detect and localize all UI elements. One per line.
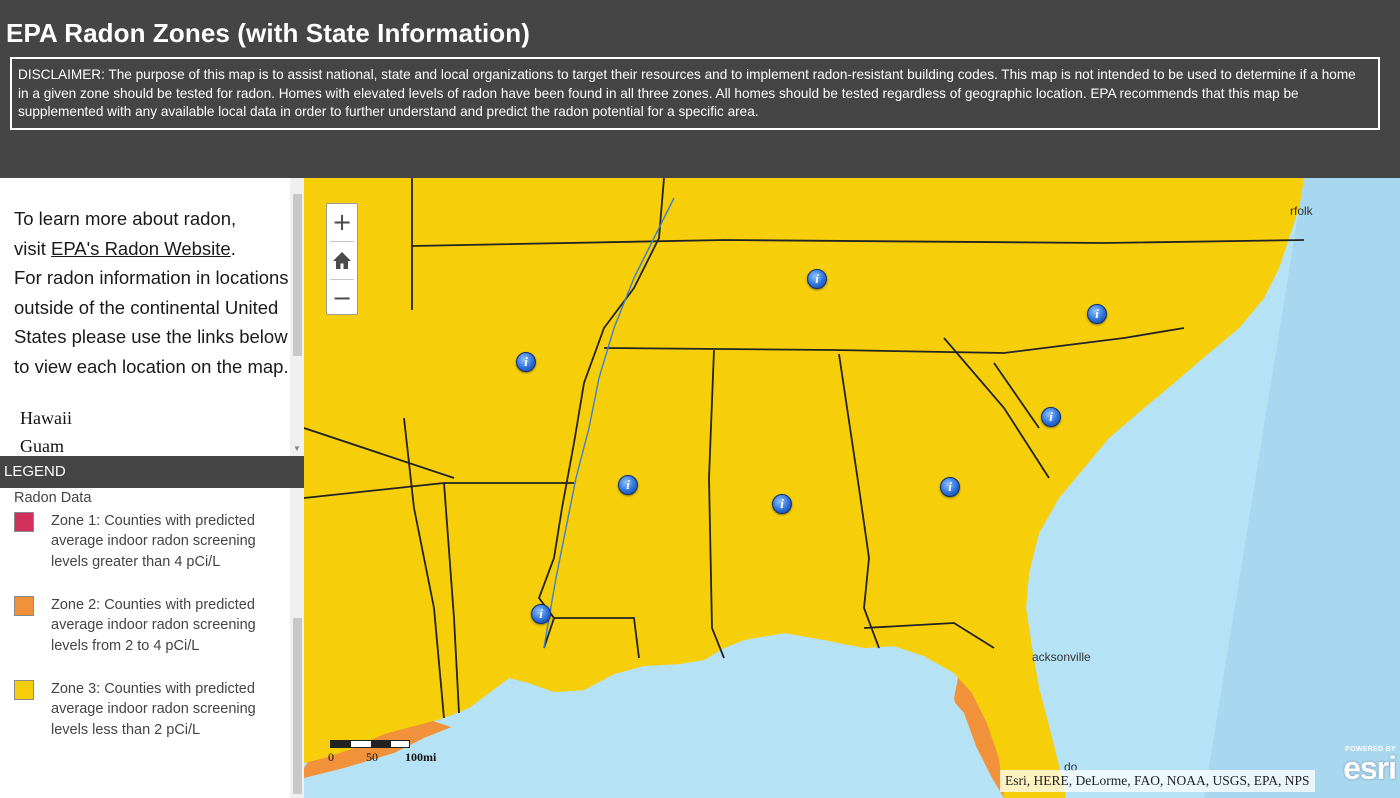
epa-radon-website-link[interactable]: EPA's Radon Website	[51, 237, 231, 259]
zoom-divider	[330, 279, 354, 280]
zoom-in-button[interactable]: +	[331, 208, 353, 236]
info-text: To learn more about radon, visit EPA's R…	[14, 204, 289, 382]
radon-zone-map[interactable]	[304, 178, 1400, 798]
scale-label-mid: 50	[366, 750, 378, 764]
state-info-marker[interactable]: i	[531, 604, 551, 624]
zone-1-label: Zone 1: Counties with predicted average …	[51, 513, 256, 570]
zoom-divider	[330, 241, 354, 242]
legend-heading: Radon Data	[14, 490, 92, 506]
side-panel: To learn more about radon, visit EPA's R…	[0, 178, 304, 798]
rivers	[543, 197, 675, 649]
zone-2-swatch	[14, 596, 34, 616]
info-line-5: States please use the links below	[14, 326, 288, 348]
zone-2-label: Zone 2: Counties with predicted average …	[51, 597, 256, 654]
location-link-hawaii[interactable]: Hawaii	[20, 408, 72, 428]
zoom-out-button[interactable]: −	[331, 284, 353, 312]
state-info-marker[interactable]: i	[1087, 304, 1107, 324]
zoom-control: + −	[326, 203, 358, 315]
zone-3-label: Zone 3: Counties with predicted average …	[51, 681, 256, 738]
state-info-marker[interactable]: i	[772, 494, 792, 514]
scale-label-end: 100mi	[405, 750, 437, 764]
app-header: EPA Radon Zones (with State Information)…	[0, 0, 1400, 178]
info-line-2-prefix: visit	[14, 237, 51, 259]
atlantic-water	[1204, 178, 1400, 798]
zone-3-swatch	[14, 680, 34, 700]
legend-panel: Radon Data Zone 1: Counties with predict…	[0, 488, 290, 798]
esri-logo[interactable]: POWERED BY esri	[1336, 746, 1397, 794]
info-line-2-suffix: .	[230, 237, 236, 259]
info-scroll-thumb[interactable]	[293, 194, 302, 356]
state-info-marker[interactable]: i	[807, 269, 827, 289]
info-section: To learn more about radon, visit EPA's R…	[0, 178, 290, 456]
zone-1-swatch	[14, 512, 34, 532]
state-info-marker[interactable]: i	[1041, 407, 1061, 427]
info-line-2: visit EPA's Radon Website.	[14, 234, 282, 264]
scale-label-zero: 0	[328, 750, 334, 764]
map-view[interactable]: + − i i i i i i i i rfolk acksonville do…	[304, 178, 1400, 798]
info-line-3: For radon information in locations	[14, 267, 289, 289]
city-label: rfolk	[1290, 204, 1313, 218]
location-link-guam[interactable]: Guam	[20, 436, 64, 456]
info-line-4: outside of the continental United	[14, 296, 279, 318]
map-attribution[interactable]: Esri, HERE, DeLorme, FAO, NOAA, USGS, EP…	[1000, 770, 1315, 792]
info-line-6: to view each location on the map.	[14, 355, 289, 377]
app-title: EPA Radon Zones (with State Information)	[6, 18, 530, 48]
esri-wordmark: esri	[1343, 750, 1397, 786]
home-button[interactable]	[327, 242, 357, 278]
city-label: acksonville	[1032, 650, 1091, 664]
state-info-marker[interactable]: i	[940, 477, 960, 497]
home-icon	[333, 252, 351, 269]
state-info-marker[interactable]: i	[516, 352, 536, 372]
legend-header[interactable]: LEGEND	[0, 456, 304, 488]
disclaimer-box: DISCLAIMER: The purpose of this map is t…	[10, 57, 1380, 130]
gulf-of-mexico	[304, 656, 1004, 798]
state-info-marker[interactable]: i	[618, 475, 638, 495]
scale-bar	[330, 740, 410, 748]
info-line-1: To learn more about radon,	[14, 208, 237, 229]
info-scroll-down-icon[interactable]: ▼	[293, 444, 301, 453]
legend-scroll-thumb[interactable]	[293, 618, 302, 794]
esri-powered-by: POWERED BY	[1345, 746, 1396, 753]
